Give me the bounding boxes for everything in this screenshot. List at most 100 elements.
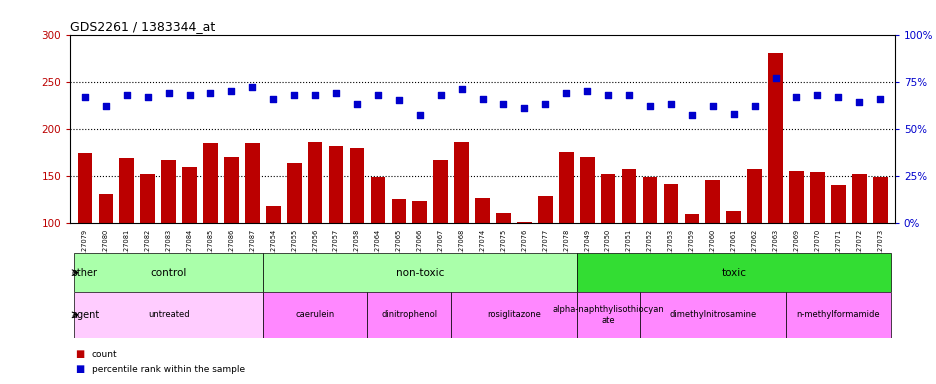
Point [725,111,740,117]
Point [558,90,573,96]
Text: non-toxic: non-toxic [395,268,444,278]
Text: rosiglitazone: rosiglitazone [487,310,540,319]
Point [851,99,866,105]
Text: dinitrophenol: dinitrophenol [381,310,437,319]
Point [119,92,134,98]
Bar [579,157,593,317]
Point [224,88,239,94]
Bar [663,184,678,317]
Point [537,101,552,107]
Bar [785,292,890,338]
Bar [725,212,740,317]
Bar [74,253,262,292]
Text: other: other [71,268,97,278]
Text: alpha-naphthylisothiocyan
ate: alpha-naphthylisothiocyan ate [551,305,664,324]
Point [809,92,824,98]
Bar [161,160,176,317]
Bar [747,169,761,317]
Point [746,103,761,109]
Text: untreated: untreated [148,310,189,319]
Text: percentile rank within the sample: percentile rank within the sample [92,366,244,374]
Bar [78,153,92,317]
Bar [705,180,720,317]
Bar [454,142,468,317]
Bar [119,158,134,317]
Point [600,92,615,98]
Bar [203,143,217,317]
Point [266,96,281,102]
Point [579,88,594,94]
Point [244,84,259,90]
Bar [140,174,154,317]
Point [788,94,803,100]
Bar [600,174,615,317]
Bar [559,152,573,317]
Text: caerulein: caerulein [295,310,334,319]
Bar [475,198,490,317]
Bar [577,253,890,292]
Bar [262,292,367,338]
Bar [577,292,639,338]
Point [349,101,364,107]
Bar [224,157,239,317]
Bar [788,171,803,317]
Bar [329,146,343,317]
Bar [182,167,197,317]
Point [203,90,218,96]
Bar [371,177,385,317]
Text: count: count [92,350,117,359]
Point [78,94,93,100]
Bar [391,199,405,317]
Bar [450,292,577,338]
Point [286,92,301,98]
Bar [642,177,656,317]
Text: n-methylformamide: n-methylformamide [796,310,879,319]
Bar [286,162,301,317]
Bar [622,169,636,317]
Point [642,103,657,109]
Text: GDS2261 / 1383344_at: GDS2261 / 1383344_at [70,20,215,33]
Bar [262,253,577,292]
Bar [684,214,698,317]
Bar [851,174,866,317]
Bar [872,177,886,317]
Text: dimethylnitrosamine: dimethylnitrosamine [668,310,755,319]
Point [663,101,678,107]
Bar [349,148,364,317]
Bar [308,142,322,317]
Text: control: control [151,268,186,278]
Text: agent: agent [71,310,99,320]
Bar [433,160,447,317]
Point [307,92,322,98]
Point [454,86,469,92]
Point [705,103,720,109]
Text: toxic: toxic [721,268,745,278]
Bar [830,185,845,317]
Point [182,92,197,98]
Bar [244,143,259,317]
Point [98,103,113,109]
Point [432,92,447,98]
Point [412,113,427,119]
Bar [639,292,785,338]
Bar [768,53,782,317]
Point [495,101,510,107]
Bar [266,206,280,317]
Bar [412,201,427,317]
Bar [367,292,450,338]
Point [517,105,532,111]
Point [329,90,344,96]
Bar [517,222,531,317]
Point [683,113,698,119]
Text: ■: ■ [75,364,84,374]
Point [140,94,155,100]
Point [391,98,406,104]
Text: ■: ■ [75,349,84,359]
Bar [810,172,824,317]
Point [830,94,845,100]
Point [161,90,176,96]
Point [475,96,490,102]
Bar [496,214,510,317]
Bar [74,292,262,338]
Point [871,96,886,102]
